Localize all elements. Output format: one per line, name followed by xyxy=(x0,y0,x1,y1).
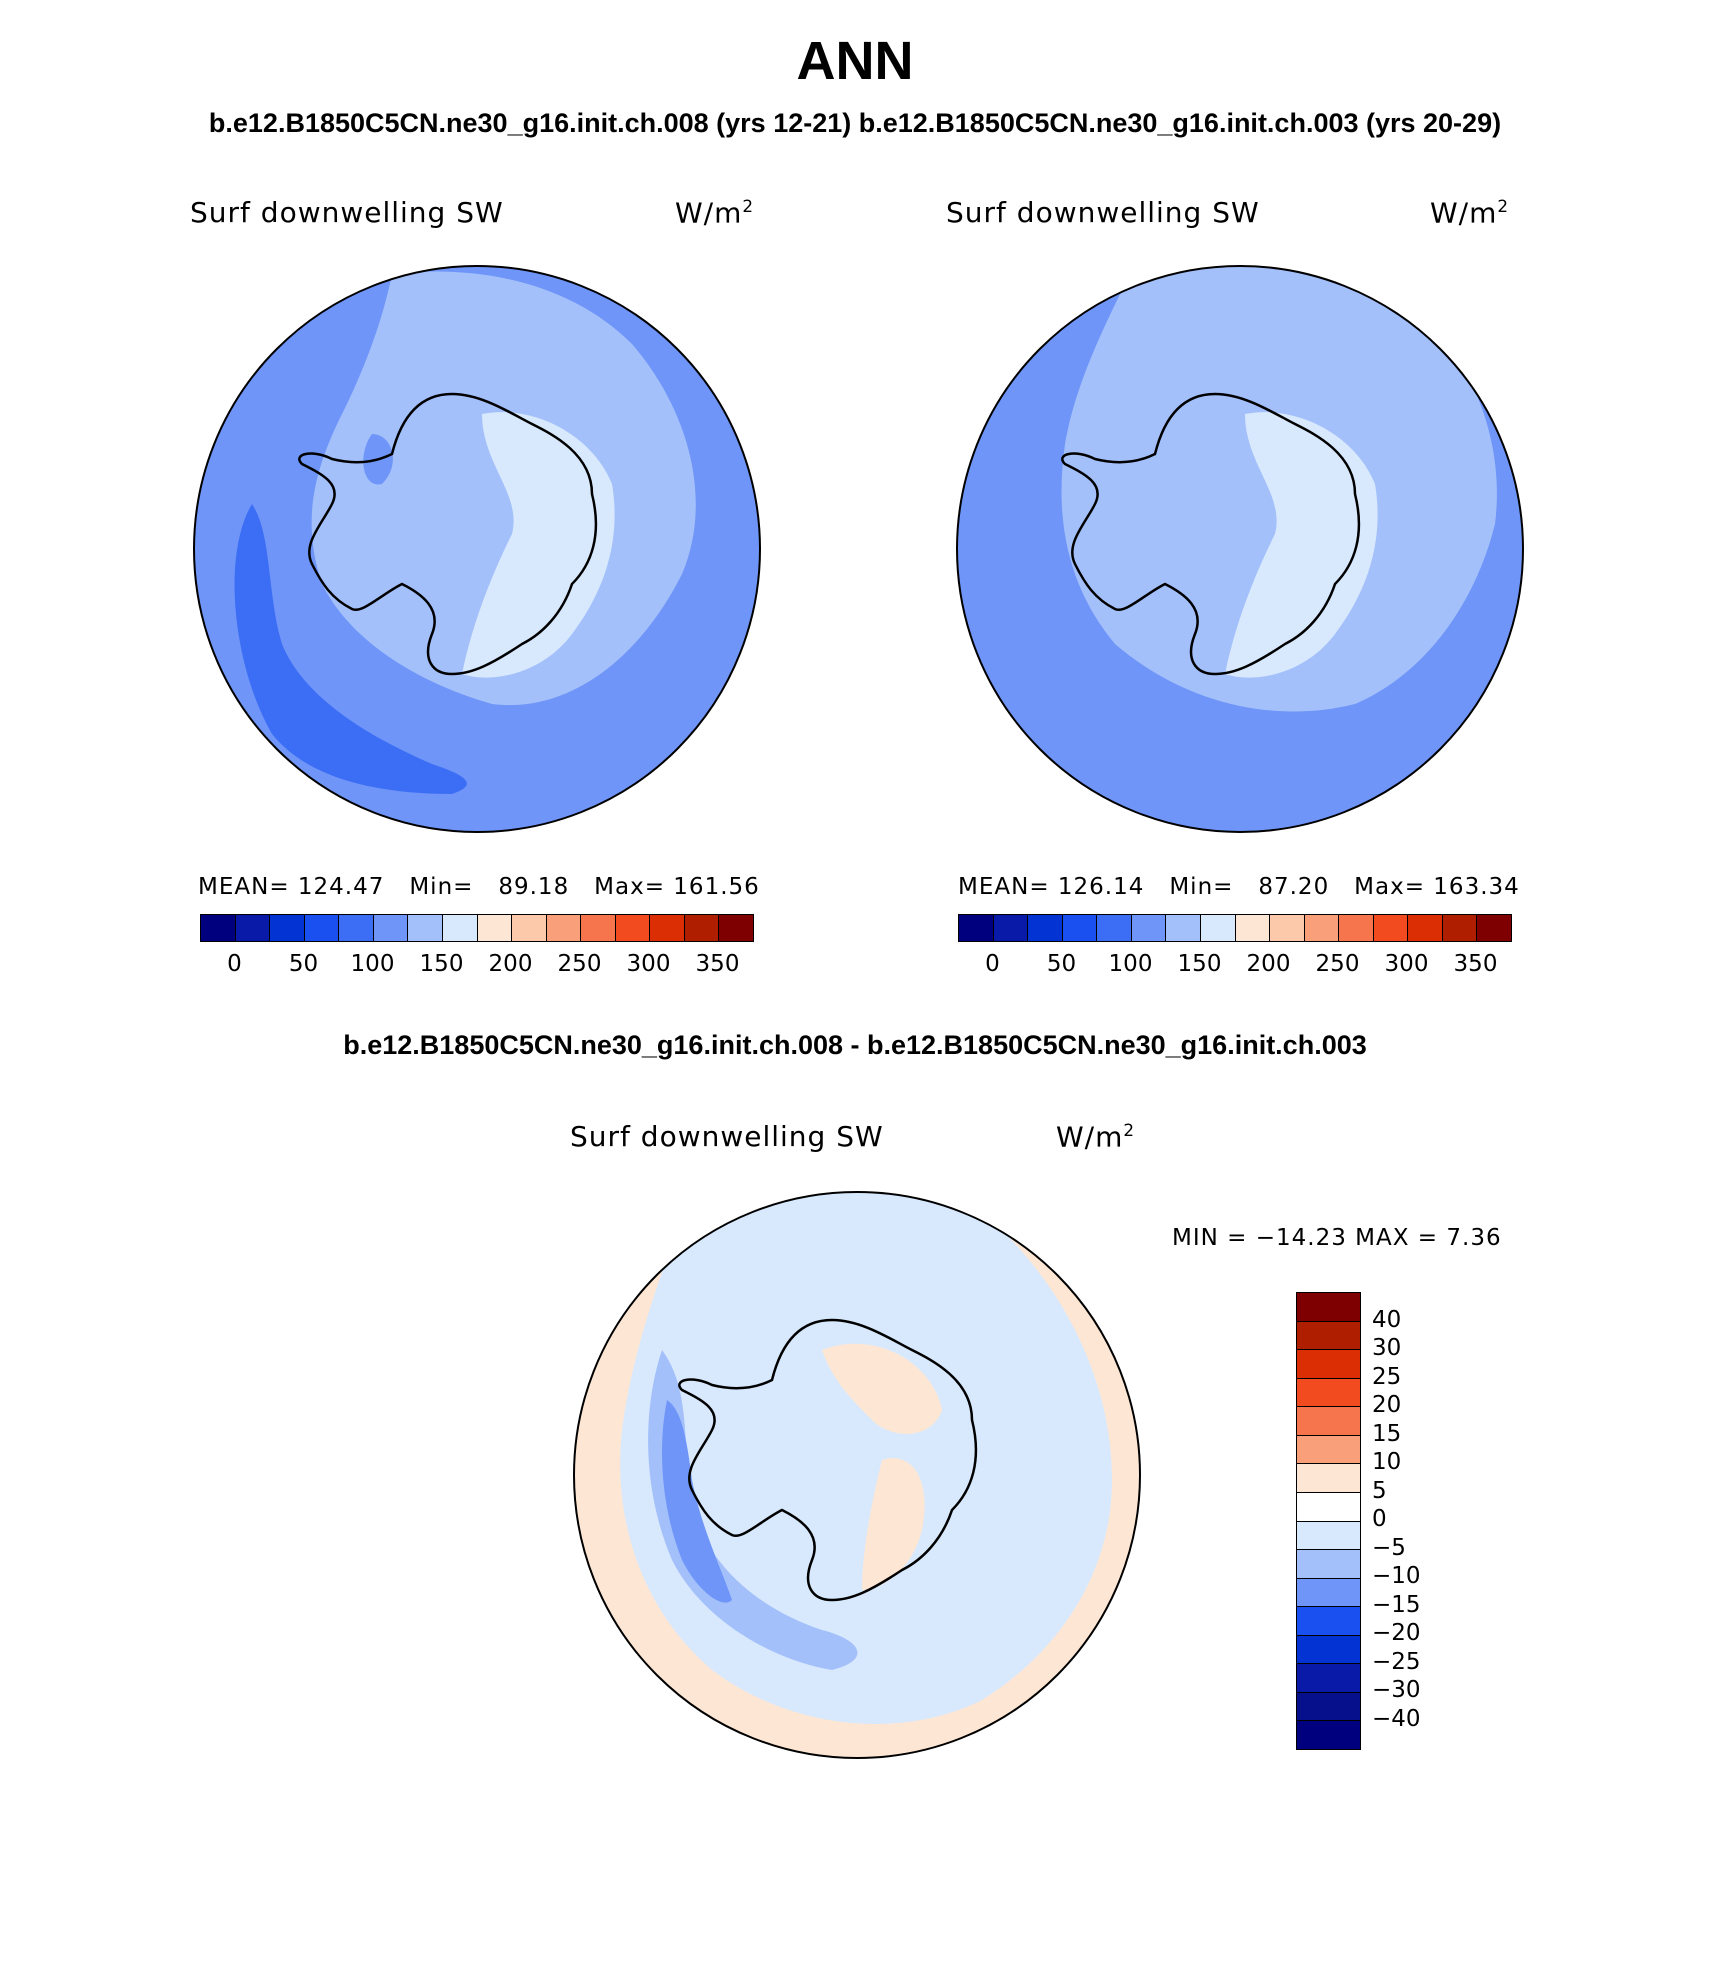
diff-colorbar-swatch xyxy=(1297,1578,1360,1608)
diff-colorbar-tick-label: 10 xyxy=(1372,1449,1402,1475)
left-colorbar-swatch xyxy=(408,915,443,941)
left-colorbar-tick-label: 100 xyxy=(350,951,395,977)
left-colorbar-swatch xyxy=(304,915,340,941)
right-colorbar-tick-label: 350 xyxy=(1453,951,1498,977)
diff-colorbar-tick-label: −25 xyxy=(1372,1648,1421,1675)
diff-colorbar-swatch xyxy=(1297,1664,1360,1693)
diff-colorbar-tick-label: 30 xyxy=(1372,1335,1402,1361)
right-colorbar-swatch xyxy=(1062,915,1098,941)
right-colorbar-swatch xyxy=(1131,915,1167,941)
left-colorbar-swatch xyxy=(373,915,409,941)
left-colorbar-swatch xyxy=(270,915,305,941)
diff-colorbar-swatch xyxy=(1297,1464,1360,1493)
right-colorbar-tick-label: 200 xyxy=(1246,951,1291,977)
left-polar-map xyxy=(193,265,761,833)
left-colorbar-swatch xyxy=(719,915,753,941)
left-colorbar-tick-label: 200 xyxy=(488,951,533,977)
left-colorbar-swatch xyxy=(235,915,271,941)
diff-colorbar-swatch xyxy=(1297,1492,1360,1522)
right-colorbar-swatch xyxy=(1477,915,1511,941)
diff-colorbar-tick-label: 20 xyxy=(1372,1392,1402,1418)
diff-colorbar-swatch xyxy=(1297,1321,1360,1351)
diff-colorbar-swatch xyxy=(1297,1550,1360,1579)
left-colorbar-tick-label: 350 xyxy=(695,951,740,977)
right-colorbar-swatch xyxy=(1166,915,1201,941)
diff-colorbar-swatch xyxy=(1297,1607,1360,1636)
diff-units-label: W/m2 xyxy=(1056,1120,1136,1154)
left-colorbar-tick-label: 300 xyxy=(626,951,671,977)
right-colorbar-swatch xyxy=(959,915,994,941)
right-colorbar-swatch xyxy=(1339,915,1374,941)
left-colorbar-tick-label: 150 xyxy=(419,951,464,977)
diff-colorbar-tick-label: −40 xyxy=(1372,1705,1421,1732)
right-polar-map xyxy=(956,265,1524,833)
right-units-label: W/m2 xyxy=(1430,196,1510,230)
left-colorbar-swatch xyxy=(546,915,582,941)
right-colorbar-swatch xyxy=(1097,915,1132,941)
left-colorbar xyxy=(200,914,754,942)
left-variable-label: Surf downwelling SW xyxy=(190,196,504,229)
left-colorbar-tick-label: 50 xyxy=(288,951,319,977)
diff-colorbar-tick-label: 5 xyxy=(1372,1477,1387,1504)
right-colorbar-swatch xyxy=(1442,915,1478,941)
left-colorbar-swatch xyxy=(581,915,616,941)
diff-colorbar-swatch xyxy=(1297,1521,1360,1551)
left-colorbar-swatch xyxy=(477,915,513,941)
diff-colorbar-swatch xyxy=(1297,1692,1360,1722)
left-colorbar-swatch xyxy=(339,915,374,941)
diff-colorbar-tick-label: −5 xyxy=(1372,1534,1406,1561)
diff-colorbar-swatch xyxy=(1297,1293,1360,1322)
diff-colorbar-swatch xyxy=(1297,1350,1360,1379)
left-colorbar-swatch xyxy=(650,915,685,941)
diff-colorbar-swatch xyxy=(1297,1407,1360,1436)
left-colorbar-swatch xyxy=(615,915,651,941)
left-colorbar-swatch xyxy=(201,915,236,941)
diff-colorbar-tick-label: −20 xyxy=(1372,1620,1421,1646)
left-colorbar-tick-label: 250 xyxy=(557,951,602,977)
left-stats: MEAN= 124.47 Min= 89.18 Max= 161.56 xyxy=(198,874,760,900)
right-colorbar xyxy=(958,914,1512,942)
right-colorbar-tick-label: 250 xyxy=(1315,951,1360,977)
right-colorbar-tick-label: 300 xyxy=(1384,951,1429,977)
diff-colorbar-tick-label: 0 xyxy=(1372,1506,1387,1532)
left-colorbar-swatch xyxy=(512,915,547,941)
right-colorbar-tick-label: 150 xyxy=(1177,951,1222,977)
top-subtitle: b.e12.B1850C5CN.ne30_g16.init.ch.008 (yr… xyxy=(208,108,1502,138)
right-colorbar-tick-label: 100 xyxy=(1108,951,1153,977)
figure-title: ANN xyxy=(796,31,914,91)
right-colorbar-swatch xyxy=(1200,915,1236,941)
right-colorbar-swatch xyxy=(1408,915,1443,941)
right-colorbar-swatch xyxy=(1235,915,1271,941)
left-colorbar-tick-label: 0 xyxy=(227,951,242,977)
right-colorbar-swatch xyxy=(993,915,1029,941)
left-colorbar-swatch xyxy=(442,915,478,941)
diff-colorbar-tick-label: −30 xyxy=(1372,1677,1421,1703)
diff-colorbar-tick-label: 15 xyxy=(1372,1420,1402,1447)
right-variable-label: Surf downwelling SW xyxy=(946,196,1260,229)
right-colorbar-tick-label: 50 xyxy=(1046,951,1077,977)
diff-variable-label: Surf downwelling SW xyxy=(570,1120,884,1153)
diff-colorbar-tick-label: −10 xyxy=(1372,1563,1421,1589)
diff-colorbar-swatch xyxy=(1297,1378,1360,1408)
left-colorbar-swatch xyxy=(684,915,720,941)
diff-minmax: MIN = −14.23 MAX = 7.36 xyxy=(1172,1225,1502,1251)
right-colorbar-swatch xyxy=(1304,915,1340,941)
left-units-label: W/m2 xyxy=(675,196,755,230)
right-colorbar-swatch xyxy=(1373,915,1409,941)
diff-colorbar-tick-label: −15 xyxy=(1372,1591,1421,1618)
diff-colorbar-tick-label: 40 xyxy=(1372,1306,1402,1333)
diff-subtitle: b.e12.B1850C5CN.ne30_g16.init.ch.008 - b… xyxy=(343,1030,1367,1060)
diff-colorbar xyxy=(1296,1292,1361,1750)
diff-colorbar-swatch xyxy=(1297,1721,1360,1749)
diff-colorbar-swatch xyxy=(1297,1635,1360,1665)
right-colorbar-swatch xyxy=(1028,915,1063,941)
right-stats: MEAN= 126.14 Min= 87.20 Max= 163.34 xyxy=(958,874,1520,900)
diff-polar-map xyxy=(573,1191,1141,1759)
right-colorbar-swatch xyxy=(1270,915,1305,941)
right-colorbar-tick-label: 0 xyxy=(985,951,1000,977)
diff-colorbar-swatch xyxy=(1297,1435,1360,1465)
diff-colorbar-tick-label: 25 xyxy=(1372,1363,1402,1390)
